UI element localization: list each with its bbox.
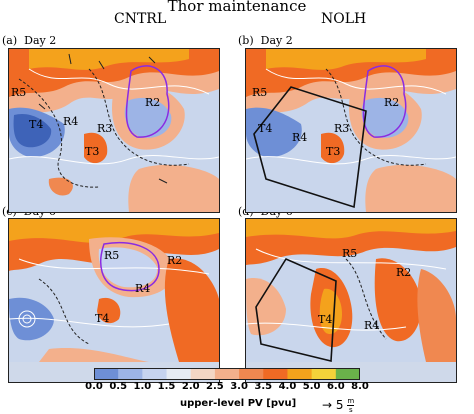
colorbar-segment [214,368,240,380]
colorbar-tick-label: 8.0 [351,381,369,392]
region-R3: R3 [334,122,349,135]
panel-b-label: (b) Day 2 [238,34,293,47]
region-R2: R2 [396,266,411,279]
region-R3: R3 [97,122,112,135]
colorbar [94,368,360,380]
colorbar-tick-label: 3.0 [230,381,248,392]
region-T4: T4 [258,122,272,135]
colorbar-segment [118,368,143,380]
colorbar-segment [166,368,192,380]
colorbar-segment [335,368,360,380]
region-T4: T4 [29,118,43,131]
colorbar-segment [239,368,264,380]
colorbar-tick-label: 1.5 [157,381,176,392]
region-R2: R2 [384,96,399,109]
colorbar-tick-label: 5.0 [302,381,321,392]
region-T4: T4 [318,313,332,326]
panel-d-map: R5 R2 T4 R4 [245,218,457,383]
wind-key-value: 5 [335,398,344,412]
region-R2: R2 [167,254,182,267]
colorbar-tick-label: 2.5 [206,381,224,392]
region-R4: R4 [292,131,307,144]
colorbar-tick-label: 6.0 [326,381,345,392]
region-R5: R5 [342,247,357,260]
colorbar-tick-label: 4.0 [278,381,297,392]
colorbar-segment [263,368,288,380]
colorbar-tick-label: 0.5 [109,381,128,392]
colorbar-tick-label: 0.0 [85,381,103,392]
column-header-cntrl: CNTRL [114,11,167,27]
region-R5: R5 [11,86,26,99]
panel-c-map: R5 R2 R4 T4 [8,218,220,383]
panel-a-label: (a) Day 2 [2,34,57,47]
region-R5: R5 [252,86,267,99]
region-T3: T3 [85,145,99,158]
region-T4: T4 [95,312,109,325]
colorbar-segment [94,368,119,380]
colorbar-tick-label: 1.0 [133,381,152,392]
panel-a-map: R5 T4 R4 R3 T3 R2 [8,48,220,213]
region-R4: R4 [364,319,379,332]
region-R4: R4 [63,115,78,128]
region-T3: T3 [326,145,340,158]
column-header-nolh: NOLH [321,11,367,27]
region-R2: R2 [145,96,160,109]
colorbar-tick-label: 2.0 [181,381,200,392]
colorbar-segment [287,368,313,380]
wind-key: → 5 m s [322,397,355,414]
colorbar-label: upper-level PV [pvu] [180,398,297,409]
region-R5: R5 [104,249,119,262]
wind-key-unit: m s [347,397,355,414]
colorbar-tick-label: 3.5 [254,381,273,392]
wind-arrow-icon: → [322,398,333,412]
colorbar-segment [190,368,216,380]
colorbar-segment [311,368,337,380]
colorbar-segment [142,368,168,380]
figure-title: Thor maintenance [167,0,307,15]
colorbar-frame [94,368,360,380]
region-R4: R4 [135,282,150,295]
panel-b-map: R5 T4 R4 R3 T3 R2 [245,48,457,213]
